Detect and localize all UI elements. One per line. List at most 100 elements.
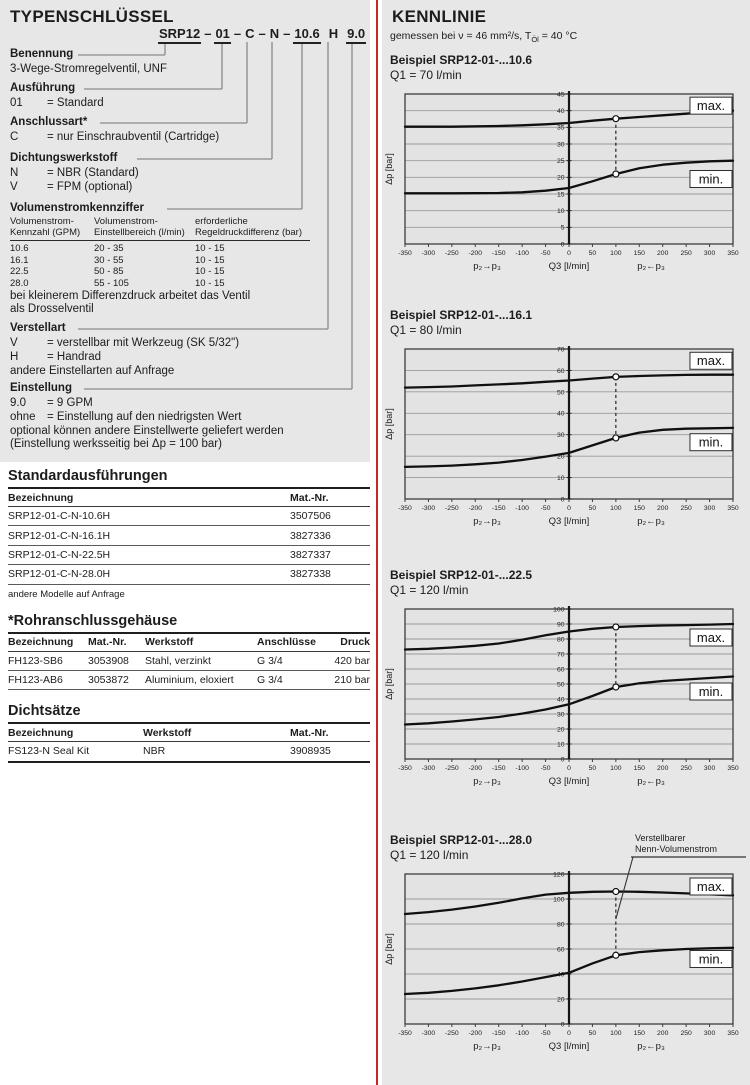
x-label-right: p₂←p₃: [637, 1041, 665, 1052]
table-row: FS123-N Seal Kit NBR 3908935: [8, 741, 370, 763]
svg-text:5: 5: [561, 225, 565, 232]
svg-text:-250: -250: [445, 1030, 459, 1037]
table-body: SRP12-01-C-N-10.6H 3507506 SRP12-01-C-N-16…: [8, 506, 370, 585]
max-label: max.: [697, 630, 725, 645]
svg-text:0: 0: [567, 1030, 571, 1037]
section-value: = FPM (optional): [47, 180, 133, 193]
code-segment: N: [269, 26, 280, 41]
table-head: Bezeichnung Mat.-Nr.: [8, 487, 370, 507]
chart-title: Beispiel SRP12-01-...22.5: [390, 568, 533, 583]
svg-text:-300: -300: [422, 765, 436, 772]
svg-text:50: 50: [557, 389, 565, 396]
svg-text:0: 0: [567, 250, 571, 257]
svg-text:0: 0: [567, 765, 571, 772]
table-row: SRP12-01-C-N-16.1H 3827336: [8, 525, 370, 546]
column-header: Druck: [325, 631, 370, 652]
svg-text:60: 60: [557, 946, 565, 953]
y-tick-labels: 0 10 20 30 40 50 60 70: [557, 346, 572, 503]
table-cell: SRP12-01-C-N-28.0H: [8, 564, 290, 585]
curve-max: [403, 890, 735, 916]
x-axis-labels: p₂→p₃ Q3 [l/min] p₂←p₃: [473, 1041, 665, 1052]
svg-text:150: 150: [634, 1030, 646, 1037]
svg-text:-300: -300: [422, 505, 436, 512]
table-cell: 28.0: [10, 277, 29, 289]
max-label-box: [689, 96, 733, 115]
svg-text:150: 150: [634, 765, 646, 772]
type-key-connector-lines: [78, 42, 353, 390]
header-cell: erforderliche: [195, 216, 248, 227]
conditions-sub: Öl: [531, 35, 539, 45]
section-value: = verstellbar mit Werkzeug (SK 5/32"): [47, 337, 240, 349]
section-key: ohne: [10, 410, 36, 423]
curve-min: [403, 675, 735, 726]
x-label-center: Q3 [l/min]: [549, 776, 590, 787]
marker-max: [612, 887, 620, 896]
svg-text:200: 200: [657, 250, 669, 257]
x-label-center: Q3 [l/min]: [549, 261, 590, 272]
min-label: min.: [699, 435, 724, 450]
y-axis-label: Δp [bar]: [385, 153, 394, 185]
table-cell: 10 - 15: [195, 243, 225, 254]
table-row: FH123-AB6 3053872 Aluminium, eloxiert G 3/4…: [8, 670, 370, 691]
svg-text:0: 0: [561, 756, 565, 763]
table-cell: 3053872: [88, 670, 145, 691]
header-cell: Volumenstrom-: [94, 216, 158, 227]
svg-text:100: 100: [610, 1030, 622, 1037]
section-label: Verstellart: [10, 322, 66, 334]
svg-text:20: 20: [557, 996, 565, 1003]
table-cell: 22.5: [10, 266, 29, 278]
curve-max: [403, 622, 735, 651]
svg-text:-300: -300: [422, 1030, 436, 1037]
section-line: V = verstellbar mit Werkzeug (SK 5/32"): [10, 337, 239, 349]
column-header: Mat.-Nr.: [290, 487, 370, 507]
svg-text:10: 10: [557, 741, 565, 748]
section-value: = Standard: [47, 97, 104, 109]
curve-min: [403, 426, 735, 469]
table-body: FS123-N Seal Kit NBR 3908935: [8, 741, 370, 763]
svg-text:0: 0: [561, 241, 565, 248]
max-label: max.: [697, 353, 725, 368]
table-title: *Rohranschlussgehäuse: [8, 612, 178, 629]
section-key: 01: [10, 97, 23, 109]
table-cell: 10 - 15: [195, 277, 225, 289]
section-line: 01 = Standard: [10, 97, 104, 109]
table-cell: 10 - 15: [195, 266, 225, 278]
chart-plot: 0 10 20 30 40 50 60 70 80 90 100 -350 -300 -250 -200 -1…: [385, 606, 739, 787]
table-cell: 30 - 55: [94, 254, 124, 266]
charts-container: Beispiel SRP12-01-...10.6 Q1 = 70 l/min 0 5…: [382, 52, 750, 1061]
annotation-text-line: Nenn-Volumenstrom: [635, 844, 718, 855]
svg-text:50: 50: [589, 1030, 597, 1037]
section-line: V = FPM (optional): [10, 181, 132, 193]
svg-text:20: 20: [557, 175, 565, 182]
svg-text:70: 70: [557, 346, 565, 353]
svg-text:50: 50: [589, 765, 597, 772]
section-value: = NBR (Standard): [47, 167, 139, 179]
chart-flow-label: Q1 = 120 l/min: [390, 583, 469, 598]
svg-text:15: 15: [557, 191, 565, 198]
table-title: Dichtsätze: [8, 703, 81, 720]
section-key: C: [10, 131, 19, 143]
annotation-text-line: Verstellbarer: [635, 833, 686, 844]
svg-text:-250: -250: [445, 250, 459, 257]
svg-text:250: 250: [680, 505, 692, 512]
min-label-box: [689, 682, 733, 701]
max-label: max.: [697, 98, 725, 113]
svg-text:50: 50: [589, 250, 597, 257]
section-line: optional können andere Einstellwerte gel…: [10, 424, 284, 437]
svg-text:80: 80: [557, 636, 565, 643]
x-axis-labels: p₂→p₃ Q3 [l/min] p₂←p₃: [473, 776, 665, 787]
min-label-box: [689, 433, 733, 452]
column-header: Mat.-Nr.: [88, 631, 145, 652]
column-header: Mat.-Nr.: [290, 722, 370, 743]
svg-text:-50: -50: [541, 1030, 551, 1037]
section-line: N = NBR (Standard): [10, 167, 139, 179]
curve-min: [403, 946, 735, 996]
curve-max: [403, 373, 735, 389]
column-header: Bezeichnung: [8, 631, 88, 652]
x-axis-labels: p₂→p₃ Q3 [l/min] p₂←p₃: [473, 261, 665, 272]
svg-text:350: 350: [727, 505, 739, 512]
svg-text:0: 0: [567, 505, 571, 512]
svg-text:30: 30: [557, 141, 565, 148]
code-segment: SRP12: [158, 26, 202, 44]
measurement-conditions: gemessen bei ν = 46 mm²/s, TÖl = 40 °C: [382, 27, 750, 44]
